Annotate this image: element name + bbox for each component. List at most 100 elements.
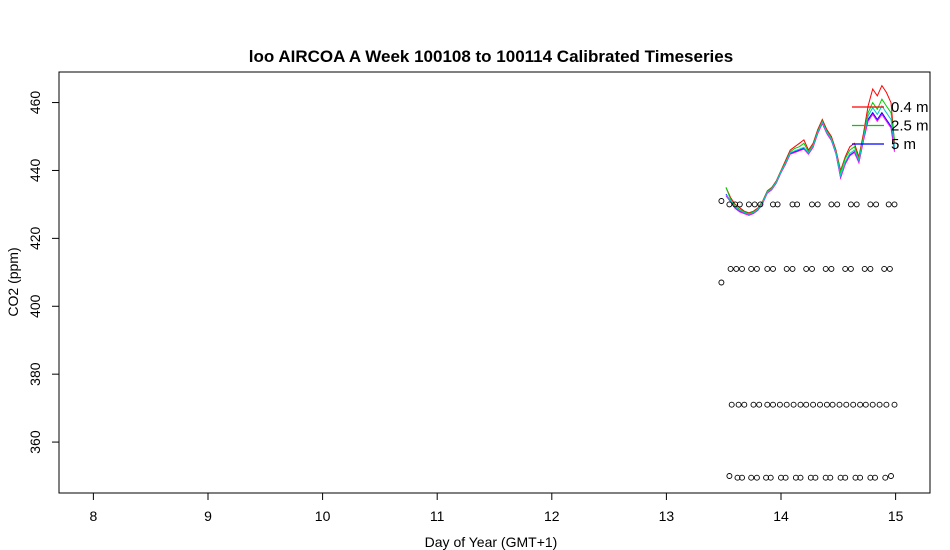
- standard-point: [734, 474, 741, 481]
- x-tick-label: 11: [430, 508, 445, 524]
- standard-point: [733, 265, 740, 272]
- standard-point: [809, 265, 815, 272]
- standard-point: [764, 401, 771, 408]
- standard-point: [726, 201, 733, 208]
- standard-point: [809, 201, 815, 208]
- x-axis-label: Day of Year (GMT+1): [425, 534, 558, 550]
- standard-point: [756, 401, 763, 408]
- standard-point: [748, 474, 755, 481]
- standard-point: [776, 401, 783, 408]
- series-line-3: [725, 111, 895, 216]
- y-tick-label: 440: [27, 159, 43, 183]
- legend-label: 2.5 m: [891, 118, 929, 135]
- standard-point: [728, 401, 735, 408]
- series-layer: [725, 84, 895, 216]
- standard-point: [817, 401, 823, 408]
- standard-point: [783, 401, 790, 408]
- standard-point: [753, 265, 760, 272]
- standard-point: [790, 401, 797, 408]
- standard-point: [748, 265, 755, 272]
- standard-point: [888, 473, 894, 479]
- standard-point: [751, 201, 758, 208]
- standard-point: [882, 474, 889, 481]
- series-line-1: [725, 84, 895, 214]
- y-axis-label: CO2 (ppm): [5, 247, 21, 316]
- standard-point: [885, 201, 892, 208]
- standard-point: [741, 401, 748, 408]
- standard-point: [891, 201, 898, 208]
- standard-point: [869, 401, 876, 408]
- x-tick-label: 9: [204, 508, 212, 524]
- standard-point: [726, 473, 733, 479]
- legend-label: 0.4 m: [891, 99, 929, 116]
- standard-point: [718, 279, 725, 286]
- standard-point: [828, 265, 835, 272]
- standard-point: [739, 474, 745, 481]
- standard-point: [814, 201, 821, 208]
- standard-point: [829, 401, 836, 408]
- standard-point: [803, 265, 810, 272]
- standard-point: [757, 201, 764, 208]
- standard-point: [770, 401, 776, 408]
- standard-point: [847, 265, 854, 272]
- standard-point: [739, 265, 745, 272]
- standard-point: [789, 265, 796, 272]
- x-axis: 8 9 10 11 12 13 14 15: [89, 493, 904, 524]
- standard-point: [876, 401, 883, 408]
- standard-point: [803, 401, 810, 408]
- series-line-4: [725, 113, 895, 216]
- standard-point: [867, 201, 874, 208]
- x-tick-label: 14: [773, 508, 789, 524]
- standard-point: [891, 401, 898, 408]
- plot-frame: [58, 71, 931, 494]
- standard-point: [718, 198, 725, 204]
- standard-point: [750, 401, 757, 408]
- standard-point: [753, 474, 760, 481]
- standard-point: [862, 401, 869, 408]
- standards-points-layer: [718, 198, 898, 481]
- standard-point: [843, 401, 850, 408]
- y-tick-label: 400: [27, 294, 43, 318]
- standard-point: [767, 474, 774, 481]
- chart-title: loo AIRCOA A Week 100108 to 100114 Calib…: [249, 47, 733, 66]
- x-tick-label: 13: [659, 508, 675, 524]
- y-tick-label: 360: [27, 430, 43, 454]
- standard-point: [881, 265, 888, 272]
- standard-point: [783, 265, 790, 272]
- y-axis: 360 380 400 420 440 460: [27, 91, 59, 454]
- standard-point: [847, 201, 854, 208]
- standard-point: [834, 201, 841, 208]
- standard-point: [853, 201, 860, 208]
- standard-point: [842, 265, 849, 272]
- standard-point: [810, 401, 817, 408]
- standard-point: [842, 474, 849, 481]
- standard-point: [886, 265, 893, 272]
- y-tick-label: 380: [27, 362, 43, 386]
- standard-point: [764, 265, 771, 272]
- standard-point: [797, 474, 804, 481]
- standard-point: [873, 201, 880, 208]
- standard-point: [782, 474, 789, 481]
- standard-point: [727, 265, 734, 272]
- standard-point: [774, 201, 781, 208]
- series-line-5: [725, 105, 895, 215]
- x-tick-label: 10: [315, 508, 331, 524]
- standard-point: [857, 401, 864, 408]
- standard-point: [794, 201, 801, 208]
- standard-point: [736, 201, 743, 208]
- standard-point: [828, 201, 835, 208]
- x-tick-label: 15: [888, 508, 904, 524]
- standard-point: [797, 401, 804, 408]
- legend-label: 5 m: [891, 136, 916, 153]
- standard-point: [883, 401, 890, 408]
- y-tick-label: 460: [27, 91, 43, 115]
- y-tick-label: 420: [27, 226, 43, 250]
- standard-point: [822, 265, 829, 272]
- standard-point: [745, 201, 752, 208]
- standard-point: [823, 401, 830, 408]
- standard-point: [812, 474, 819, 481]
- standard-point: [836, 401, 843, 408]
- series-line-2: [725, 98, 895, 215]
- standard-point: [867, 265, 874, 272]
